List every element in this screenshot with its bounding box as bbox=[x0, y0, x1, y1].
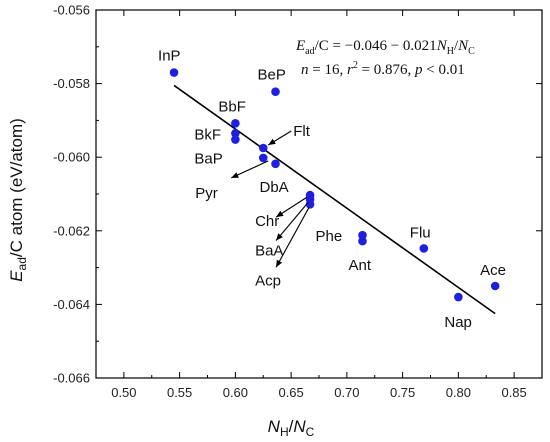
point-label-flu: Flu bbox=[410, 224, 431, 241]
point-label-nap: Nap bbox=[444, 314, 472, 331]
point-label-pyr: Pyr bbox=[195, 185, 218, 202]
regression-line bbox=[173, 84, 496, 315]
point-inp bbox=[169, 68, 179, 77]
x-tick-label: 0.60 bbox=[223, 385, 248, 400]
point-bep bbox=[271, 87, 280, 96]
points-layer bbox=[169, 68, 500, 302]
arrow-flt-head bbox=[268, 138, 276, 145]
point-label-bap: BaP bbox=[194, 151, 222, 168]
point-flu bbox=[419, 244, 429, 253]
point-label-ant: Ant bbox=[348, 257, 371, 274]
point-flt bbox=[258, 143, 268, 153]
point-dba bbox=[271, 159, 280, 169]
arrow-baa-head bbox=[276, 233, 283, 241]
x-tick-label: 0.75 bbox=[390, 385, 415, 400]
point-ace bbox=[490, 281, 500, 291]
point-label-acp: Acp bbox=[255, 272, 281, 289]
point-bbf bbox=[231, 119, 240, 128]
y-tick-label: -0.062 bbox=[53, 223, 90, 238]
arrows-layer bbox=[231, 130, 310, 268]
x-tick-label: 0.50 bbox=[111, 385, 136, 400]
x-tick-label: 0.80 bbox=[446, 385, 471, 400]
y-tick-label: -0.058 bbox=[53, 76, 90, 91]
axes-layer: 0.50 0.55 0.60 0.65 0.70 0.75 0.80 0.85 -0.066 -0… bbox=[53, 3, 543, 400]
x-axis-title: NH/NC bbox=[268, 417, 315, 439]
point-label-ace: Ace bbox=[480, 262, 506, 279]
arrow-chr-head bbox=[276, 210, 284, 218]
equation-line-2: n = 16, r2 = 0.876, p < 0.01 bbox=[301, 60, 465, 78]
y-tick-label: -0.064 bbox=[53, 297, 90, 312]
point-label-baa: BaA bbox=[255, 243, 283, 260]
x-tick-label: 0.85 bbox=[501, 385, 526, 400]
arrow-acp-head bbox=[276, 259, 283, 268]
point-label-bbf: BbF bbox=[218, 98, 246, 115]
x-tick-label: 0.65 bbox=[278, 385, 303, 400]
arrow-acp bbox=[275, 207, 310, 268]
point-label-flt: Flt bbox=[293, 123, 310, 140]
point-labels-layer: InP BeP BbF BkF BaP Flt Pyr DbA Chr BaA Acp Phe Ant F… bbox=[158, 48, 506, 331]
y-axis-title: Ead/C atom (eV/atom) bbox=[7, 118, 29, 282]
point-bap bbox=[231, 135, 240, 144]
arrow-baa bbox=[275, 202, 309, 241]
equation-line-1: Ead/C = −0.046 − 0.021NH/NC bbox=[295, 38, 475, 57]
point-label-bep: BeP bbox=[258, 67, 286, 84]
point-pyr bbox=[258, 153, 268, 163]
point-label-inp: InP bbox=[158, 48, 181, 65]
y-tick-label: -0.066 bbox=[53, 371, 90, 386]
point-nap bbox=[454, 292, 463, 302]
x-tick-label: 0.55 bbox=[167, 385, 192, 400]
point-bkf bbox=[231, 128, 240, 138]
point-label-chr: Chr bbox=[255, 213, 279, 230]
point-phe bbox=[358, 230, 367, 240]
y-tick-label: -0.060 bbox=[53, 150, 90, 165]
x-tick-label: 0.70 bbox=[334, 385, 359, 400]
point-label-dba: DbA bbox=[260, 179, 289, 196]
point-label-bkf: BkF bbox=[194, 126, 221, 143]
arrow-pyr-head bbox=[231, 172, 239, 178]
point-ant bbox=[358, 236, 367, 246]
point-acp bbox=[305, 200, 315, 209]
point-label-phe: Phe bbox=[315, 228, 342, 245]
y-tick-label: -0.056 bbox=[53, 3, 90, 18]
